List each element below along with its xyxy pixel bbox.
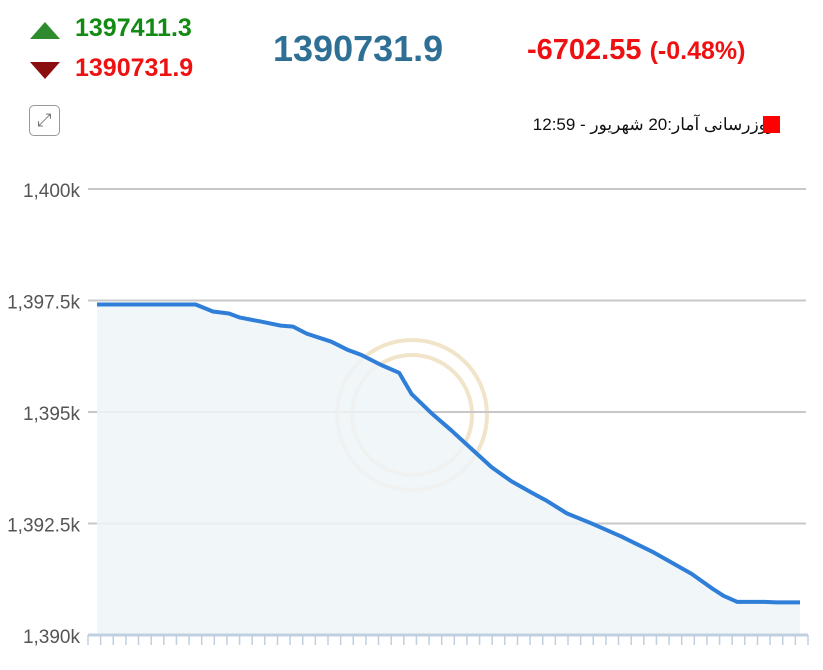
legend-marker (763, 116, 780, 133)
chart: 1,390k 1,392.5k 1,395k 1,397.5k 1,400k (7, 181, 809, 648)
change-percent: (-0.48%) (649, 37, 746, 65)
legend-text: بروزرسانی آمار:20 شهریور - 12:59 (532, 115, 781, 134)
area-fill (97, 304, 800, 635)
y-tick-label: 1,400k (23, 181, 81, 202)
y-tick-label: 1,397.5k (7, 293, 80, 314)
y-tick-label: 1,392.5k (7, 516, 80, 537)
series-line (97, 302, 800, 605)
expand-button[interactable]: ⤢ (29, 105, 60, 136)
y-tick-label: 1,390k (23, 627, 81, 648)
triangle-down-icon (30, 62, 60, 79)
expand-icon: ⤢ (37, 110, 52, 130)
y-tick-label: 1,395k (23, 404, 81, 425)
triangle-up-icon (30, 22, 60, 39)
low-value: 1390731.9 (75, 54, 194, 82)
high-value: 1397411.3 (75, 14, 192, 42)
change: -6702.55 (-0.48%) (527, 34, 745, 67)
last-value: 1390731.9 (273, 28, 444, 69)
change-value: -6702.55 (527, 34, 642, 66)
